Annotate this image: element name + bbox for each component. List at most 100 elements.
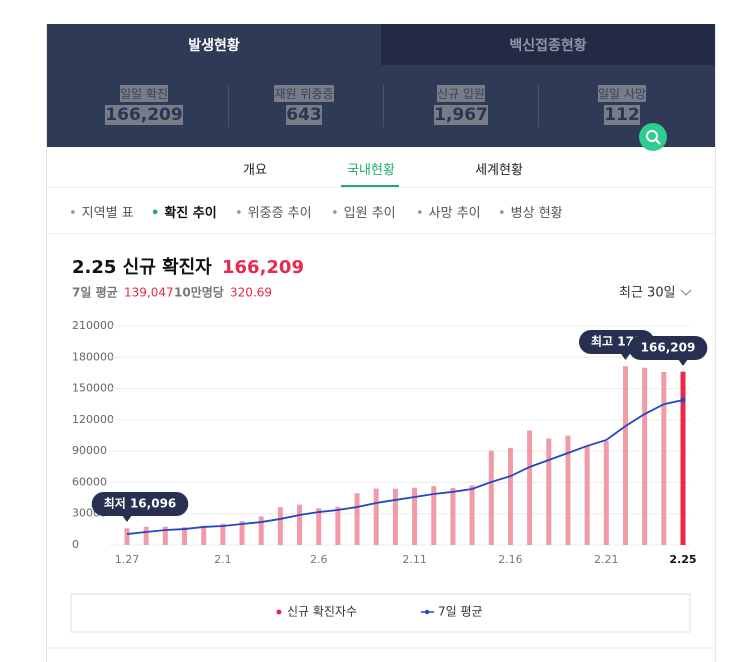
- tooltip-pointer: [678, 359, 688, 366]
- nav-item[interactable]: 개요: [243, 163, 267, 178]
- tooltip-pointer: [620, 353, 631, 360]
- bar: [622, 366, 628, 545]
- legend-label: 신규 확진자수: [287, 605, 357, 619]
- subnav-item[interactable]: 위중증 추이: [235, 202, 312, 221]
- bar: [124, 528, 130, 545]
- tooltip-box: [628, 336, 708, 360]
- bar: [507, 447, 513, 545]
- legend-swatch: [276, 609, 282, 615]
- subtitle-value: 139,047: [124, 286, 174, 300]
- nav: 개요 국내현황 세계현황: [47, 147, 715, 188]
- chart-title-value: 166,209: [222, 257, 304, 278]
- period-select[interactable]: 최근 30일: [619, 286, 676, 301]
- subtitle-label: 7일 평균: [72, 286, 118, 300]
- tooltip: 166,209: [628, 336, 708, 366]
- bar: [162, 526, 168, 545]
- y-tick-label: 150000: [72, 382, 114, 395]
- search-icon-glass: [646, 130, 658, 142]
- separator: [538, 85, 539, 127]
- chart-title: 2.25 신규 확진자: [72, 257, 212, 278]
- x-tick-label: 2.21: [594, 553, 619, 566]
- bar: [182, 527, 188, 545]
- tab[interactable]: 발생현황: [47, 24, 381, 65]
- bar: [431, 486, 437, 545]
- bar: [488, 450, 494, 545]
- bar: [297, 504, 303, 545]
- subnav-item[interactable]: 사망 추이: [416, 202, 481, 221]
- bar: [603, 441, 609, 545]
- nav-underline: [341, 185, 399, 187]
- legend-label: 7일 평균: [438, 605, 483, 619]
- x-tick-label: 1.27: [115, 553, 140, 566]
- bar: [316, 508, 322, 545]
- stats: 일일 확진 166,209 재원 위중증 643 신규 입원 1,967 일일 사망 1…: [47, 65, 715, 147]
- stat: 신규 입원 1,967: [386, 65, 536, 125]
- subnav: 지역별 표 확진 추이 위중증 추이 입원 추이 사망 추이 병상 현황: [47, 188, 715, 234]
- bar: [392, 488, 398, 545]
- stat-value: 643: [286, 105, 322, 125]
- bar: [335, 506, 341, 545]
- stat: 일일 확진 166,209: [69, 65, 219, 125]
- tooltip-text: 최저 16,096: [104, 496, 177, 511]
- line: [126, 399, 684, 535]
- bar: [354, 493, 360, 545]
- stat-label: 일일 사망: [598, 85, 646, 102]
- stat: 재원 위중증 643: [229, 65, 379, 125]
- x-tick-label: 2.25: [669, 553, 696, 566]
- line-end-dot: [680, 397, 686, 403]
- bar: [239, 521, 245, 545]
- stat-value: 1,967: [434, 105, 488, 125]
- y-tick-label: 210000: [72, 319, 114, 332]
- nav-item[interactable]: 세계현황: [475, 163, 523, 178]
- panel: 발생현황 백신접종현황 일일 확진 166,209 재원 위중증 643 신규 입원…: [46, 24, 716, 662]
- stat-label: 재원 위중증: [274, 85, 334, 102]
- stat-value: 112: [604, 105, 640, 125]
- search-icon-handle: [655, 139, 661, 145]
- tooltip-pointer: [122, 515, 132, 522]
- subnav-item[interactable]: 확진 추이: [151, 202, 216, 221]
- legend: [70, 593, 691, 633]
- subtitle-value: 320.69: [230, 286, 272, 300]
- tooltip: 최저 16,096: [91, 492, 189, 522]
- tooltip-text: 166,209: [641, 341, 696, 355]
- subnav-item[interactable]: 입원 추이: [331, 202, 396, 221]
- tabs: 발생현황 백신접종현황: [47, 24, 715, 65]
- stat-label: 신규 입원: [437, 85, 485, 102]
- stat-label: 일일 확진: [120, 85, 168, 102]
- bar: [469, 485, 475, 545]
- chevron: [680, 289, 692, 296]
- nav-item[interactable]: 국내현황: [347, 163, 395, 178]
- tooltip-box: [91, 492, 189, 516]
- bar: [642, 367, 648, 545]
- subnav-item[interactable]: 병상 현황: [498, 202, 563, 221]
- x-tick-label: 2.16: [498, 553, 523, 566]
- separator: [383, 85, 384, 127]
- y-tick-label: 180000: [72, 350, 114, 363]
- y-tick-label: 60000: [72, 475, 107, 488]
- bar: [527, 430, 533, 545]
- bar: [220, 523, 226, 545]
- tab[interactable]: 백신접종현황: [381, 24, 715, 65]
- x-tick-label: 2.1: [214, 553, 232, 566]
- bar: [258, 516, 264, 545]
- bar: [373, 488, 379, 545]
- subnav-item[interactable]: 지역별 표: [69, 202, 134, 221]
- separator: [228, 85, 229, 127]
- x-tick-label: 2.11: [402, 553, 427, 566]
- bar: [584, 445, 590, 545]
- search-icon[interactable]: [639, 123, 667, 151]
- bar: [277, 507, 283, 545]
- stat: 일일 사망 112: [547, 65, 697, 125]
- legend-swatch: [424, 609, 430, 615]
- y-tick-label: 0: [72, 538, 79, 551]
- x-tick-label: 2.6: [310, 553, 328, 566]
- bar: [143, 526, 149, 545]
- bar: [680, 371, 686, 545]
- stat-value: 166,209: [105, 105, 183, 125]
- y-tick-label: 90000: [72, 444, 107, 457]
- bar: [661, 372, 667, 545]
- bar: [565, 435, 571, 545]
- y-tick-label: 120000: [72, 413, 114, 426]
